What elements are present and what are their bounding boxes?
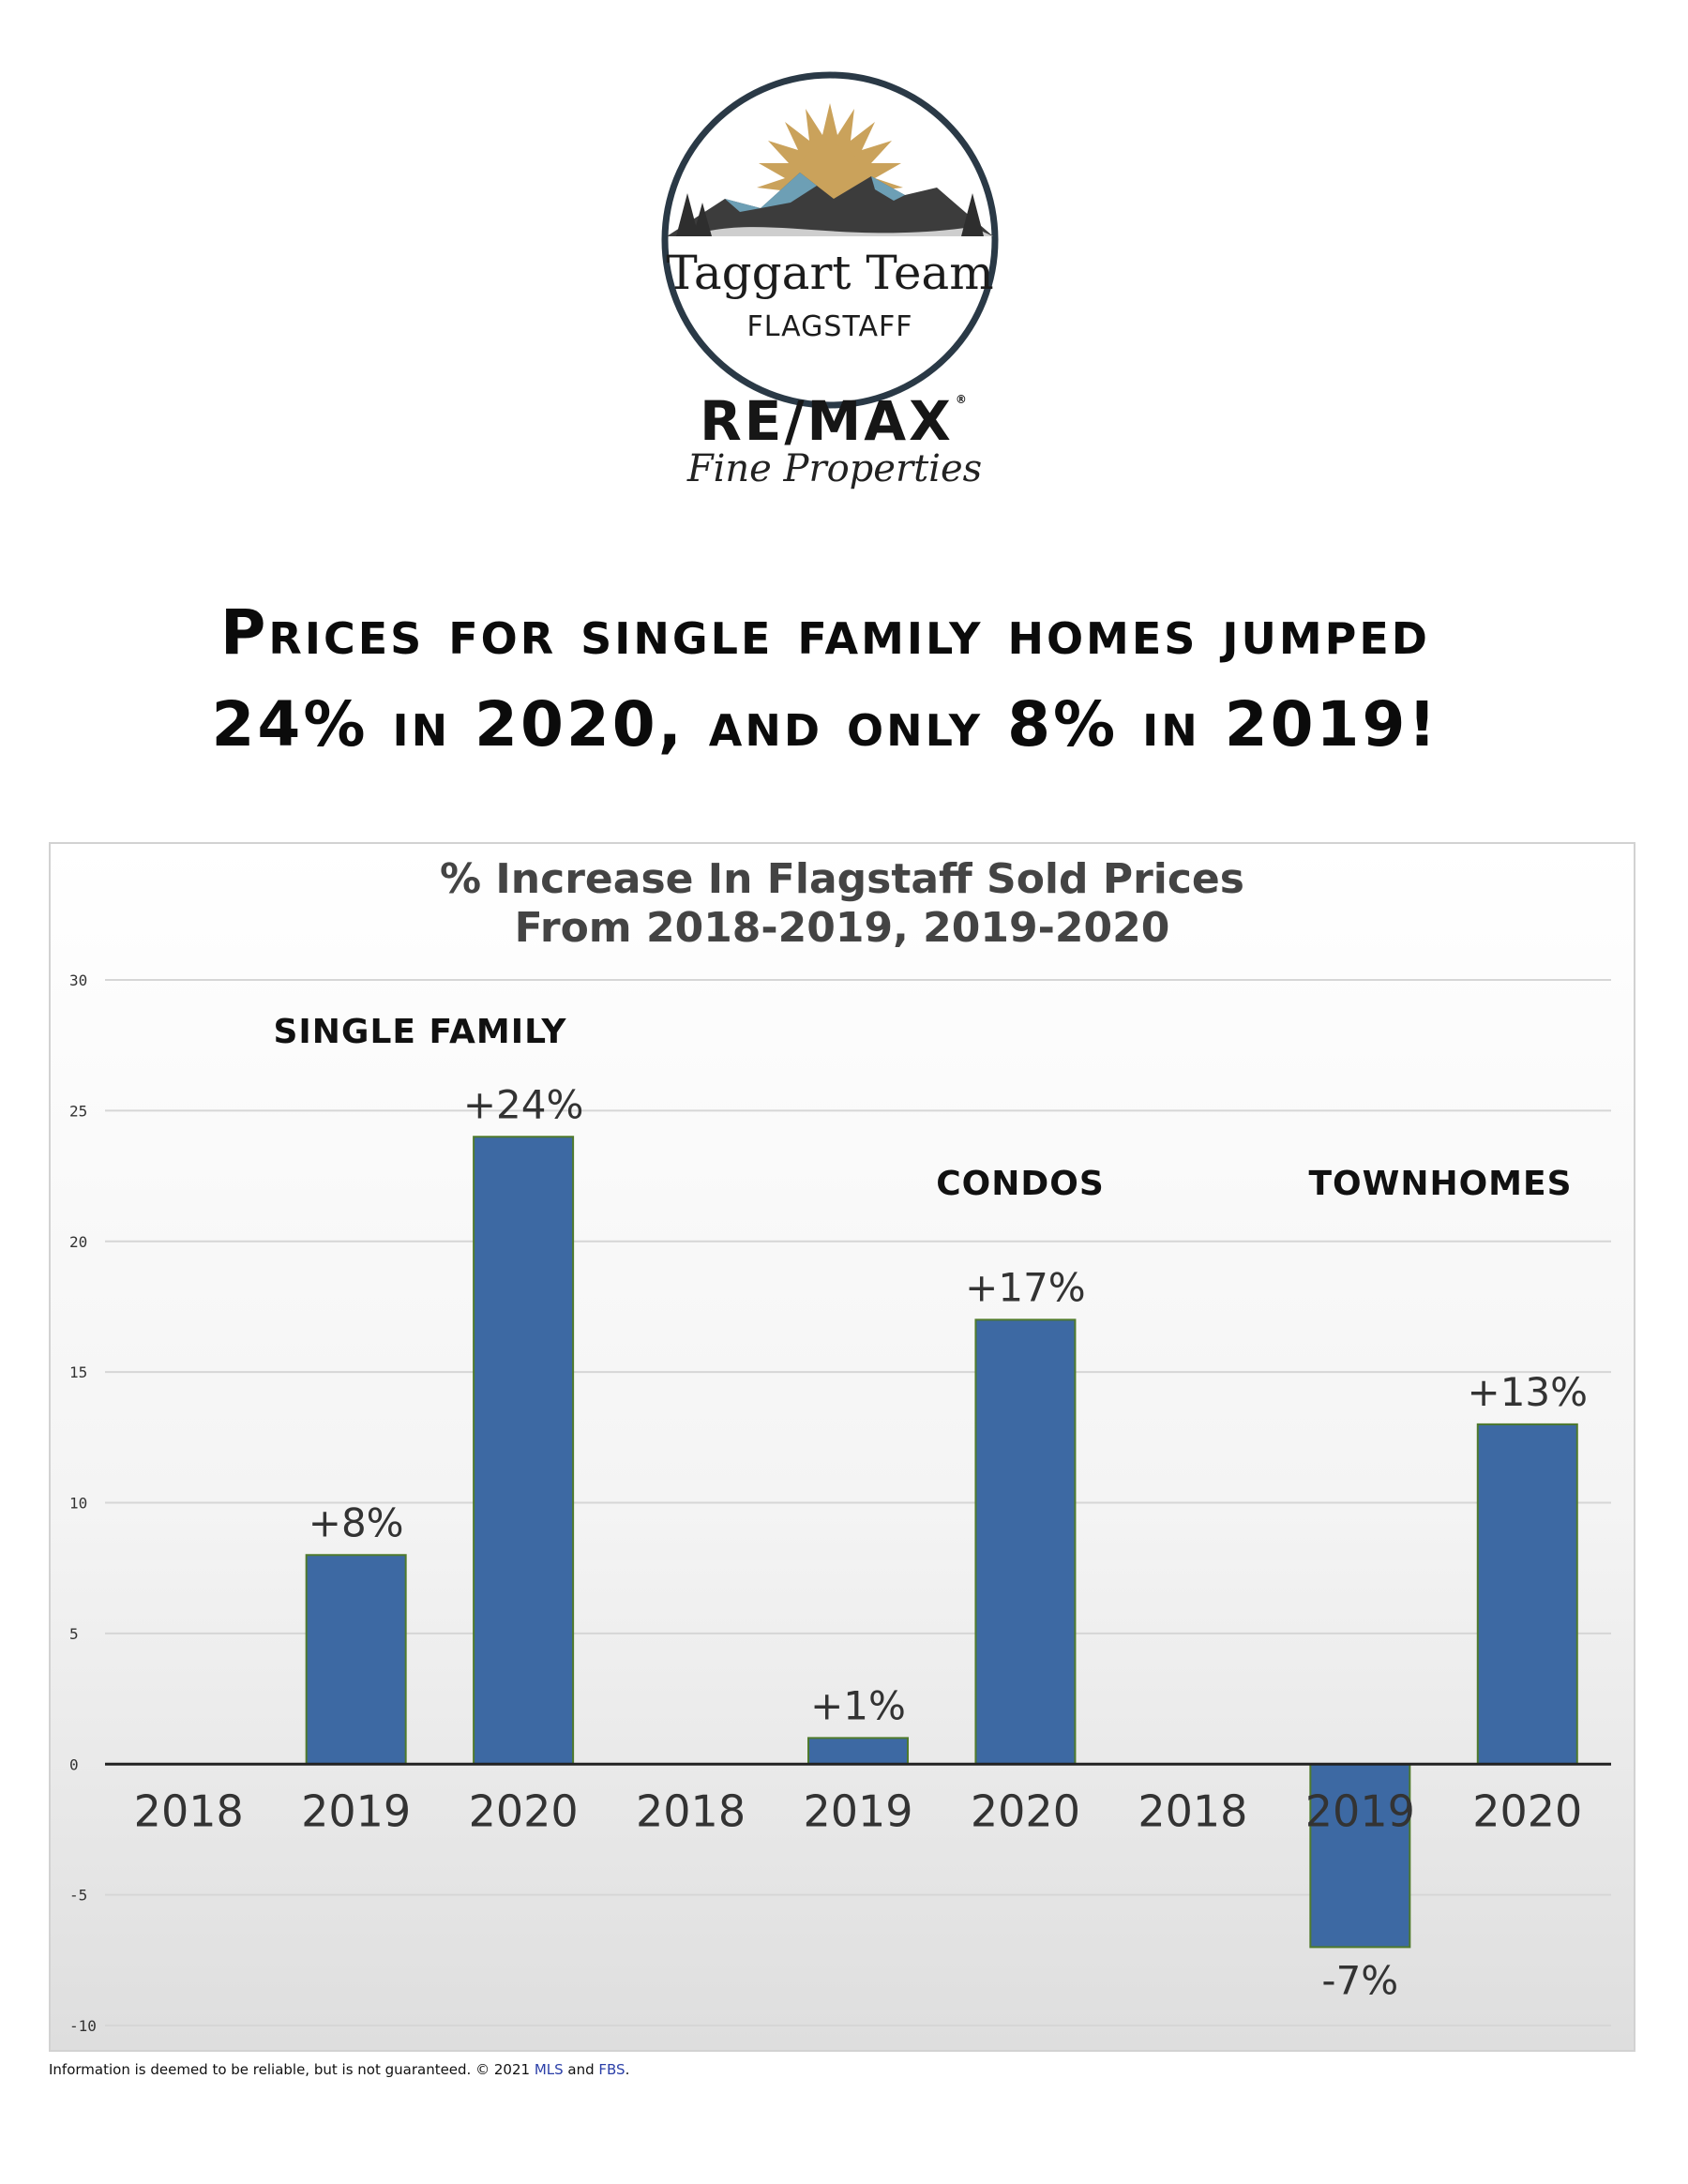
disclaimer: Information is deemed to be reliable, bu… xyxy=(49,2061,630,2078)
headline-line-1: Prices for single family homes jumped xyxy=(220,596,1430,669)
x-category-label: 2018 xyxy=(1138,1785,1247,1836)
bar xyxy=(473,1136,575,1766)
tree-icon xyxy=(676,193,984,236)
chart-title-line-2: From 2018-2019, 2019-2020 xyxy=(515,904,1170,952)
y-tick-label: 20 xyxy=(69,1233,87,1251)
y-tick-label: 0 xyxy=(69,1755,79,1773)
bar xyxy=(807,1737,909,1766)
bar xyxy=(1476,1423,1578,1766)
y-tick-label: -5 xyxy=(69,1887,87,1905)
remax-logo: RE/MAX ® Fine Properties xyxy=(656,394,1013,488)
x-category-label: 2018 xyxy=(636,1785,746,1836)
taggart-team-logo: Taggart Team FLAGSTAFF xyxy=(650,62,1010,418)
mountains-icon xyxy=(667,173,993,236)
x-category-label: 2019 xyxy=(301,1785,411,1836)
fbs-link[interactable]: FBS xyxy=(598,2061,625,2078)
bar-chart: % Increase In Flagstaff Sold Prices From … xyxy=(49,842,1635,2052)
x-category-label: 2020 xyxy=(1472,1785,1582,1836)
data-label: +17% xyxy=(965,1264,1086,1310)
x-category-label: 2020 xyxy=(971,1785,1080,1836)
y-tick-label: 5 xyxy=(69,1625,79,1643)
chart-title-line-1: % Increase In Flagstaff Sold Prices xyxy=(440,855,1244,903)
group-label: SINGLE FAMILY xyxy=(273,1013,566,1051)
headline-line-2: 24% in 2020, and only 8% in 2019! xyxy=(211,688,1439,761)
data-label: +1% xyxy=(810,1682,906,1728)
bar xyxy=(974,1318,1077,1766)
bar-chart-svg: % Increase In Flagstaff Sold PricesFrom … xyxy=(69,855,1611,2035)
data-label: +24% xyxy=(463,1081,584,1127)
group-label: CONDOS xyxy=(936,1165,1105,1203)
remax-wordmark: RE/MAX ® xyxy=(700,389,970,453)
logo-team-name: Taggart Team xyxy=(666,246,993,300)
data-label: +8% xyxy=(309,1499,404,1545)
logo-city: FLAGSTAFF xyxy=(747,310,913,343)
mls-link[interactable]: MLS xyxy=(534,2061,564,2078)
bar xyxy=(305,1554,407,1766)
headline: Prices for single family homes jumped 24… xyxy=(56,587,1594,771)
data-label: +13% xyxy=(1468,1369,1589,1415)
y-tick-label: -10 xyxy=(69,2017,97,2035)
logo-emblem: Taggart Team FLAGSTAFF xyxy=(661,71,999,409)
x-category-label: 2019 xyxy=(803,1785,912,1836)
y-tick-label: 15 xyxy=(69,1363,87,1381)
remax-tagline: Fine Properties xyxy=(686,447,983,490)
x-category-label: 2019 xyxy=(1305,1785,1415,1836)
y-tick-label: 10 xyxy=(69,1495,87,1513)
data-label: -7% xyxy=(1321,1957,1398,2003)
bar xyxy=(1309,1763,1411,1949)
x-category-label: 2020 xyxy=(469,1785,579,1836)
y-tick-label: 25 xyxy=(69,1102,87,1120)
x-category-label: 2018 xyxy=(134,1785,244,1836)
group-label: TOWNHOMES xyxy=(1308,1165,1572,1203)
y-tick-label: 30 xyxy=(69,972,87,989)
